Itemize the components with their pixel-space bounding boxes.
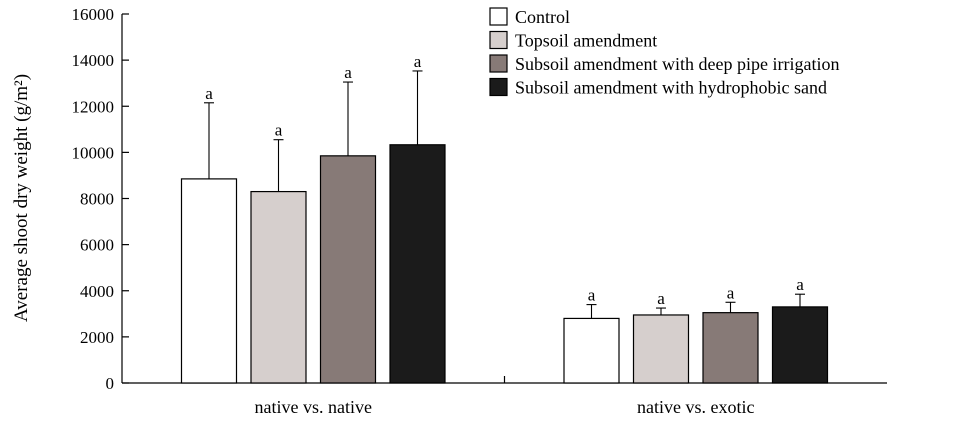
y-tick-label: 4000 xyxy=(80,282,114,301)
legend-swatch xyxy=(489,54,508,73)
y-tick-label: 6000 xyxy=(80,236,114,255)
significance-label: a xyxy=(414,52,422,71)
y-tick-label: 14000 xyxy=(72,51,115,70)
significance-label: a xyxy=(275,121,283,140)
significance-label: a xyxy=(796,275,804,294)
legend-label: Control xyxy=(515,7,570,27)
y-tick-label: 0 xyxy=(106,374,115,393)
x-category-label: native vs. native xyxy=(255,397,372,417)
significance-label: a xyxy=(727,283,735,302)
significance-label: a xyxy=(205,84,213,103)
legend-swatch xyxy=(489,30,508,50)
y-tick-label: 2000 xyxy=(80,328,114,347)
y-tick-label: 8000 xyxy=(80,190,114,209)
bar xyxy=(319,155,377,384)
x-category-label: native vs. exotic xyxy=(637,397,754,417)
legend: Control Topsoil amendment Subsoil amendmen… xyxy=(489,7,839,98)
bar xyxy=(180,178,238,384)
legend-swatch xyxy=(489,7,508,26)
significance-label: a xyxy=(588,286,596,305)
bar xyxy=(702,312,759,384)
bar xyxy=(771,306,829,384)
bar xyxy=(563,317,620,384)
legend-label: Topsoil amendment xyxy=(515,31,657,51)
legend-label: Subsoil amendment with deep pipe irrigat… xyxy=(515,54,839,74)
legend-swatch xyxy=(489,77,508,97)
legend-label: Subsoil amendment with hydrophobic sand xyxy=(515,78,827,98)
y-axis-label: Average shoot dry weight (g/m²) xyxy=(11,74,32,322)
plot-area: 0 2000 4000 6000 8000 10000 12000 14000 16000 a a a… xyxy=(72,5,887,417)
bar xyxy=(389,144,446,384)
y-tick-label: 16000 xyxy=(72,5,115,24)
y-tick-label: 10000 xyxy=(72,143,115,162)
bar xyxy=(250,190,307,384)
y-tick-label: 12000 xyxy=(72,97,115,116)
bar xyxy=(632,314,690,384)
significance-label: a xyxy=(657,289,665,308)
significance-label: a xyxy=(344,63,352,82)
